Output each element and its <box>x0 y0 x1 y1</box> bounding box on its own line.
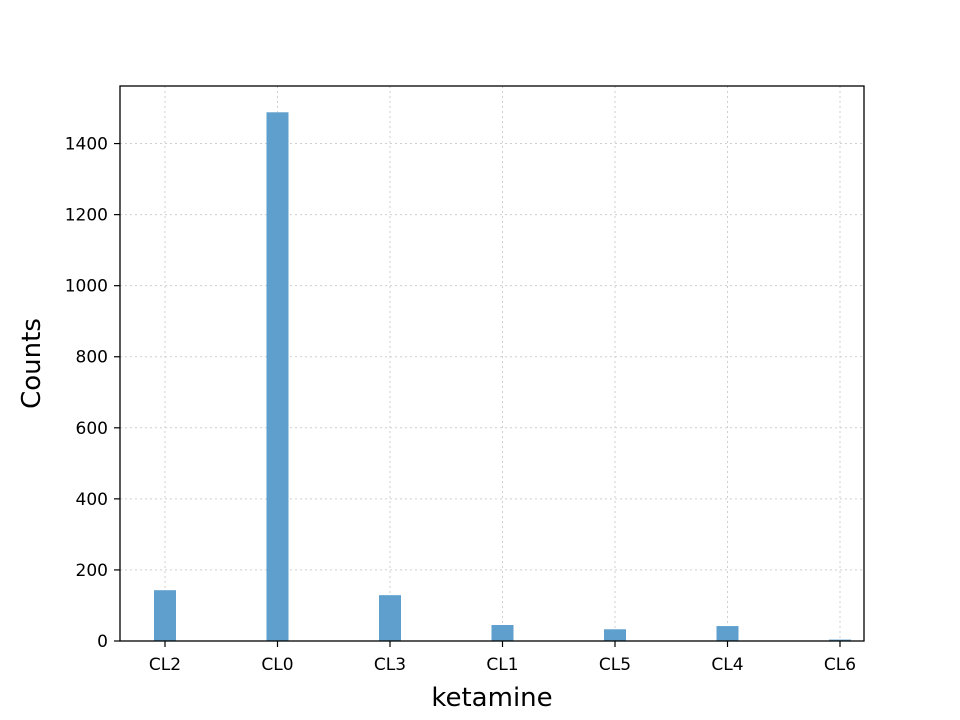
x-tick-label: CL5 <box>599 655 631 675</box>
x-tick-label: CL2 <box>149 655 181 675</box>
bar-cl2 <box>154 590 176 641</box>
y-tick-label: 1200 <box>65 206 108 226</box>
plot-frame <box>119 85 865 642</box>
y-tick-label: 1400 <box>65 135 108 155</box>
x-tick-label: CL1 <box>486 655 518 675</box>
bar-cl3 <box>379 595 401 641</box>
y-tick-label: 800 <box>76 348 108 368</box>
x-axis: CL2 CL0 CL3 CL1 CL5 CL4 CL6 <box>149 641 856 675</box>
x-tick-label: CL3 <box>374 655 406 675</box>
x-tick-label: CL6 <box>824 655 856 675</box>
bar-cl0 <box>266 112 289 641</box>
bar-cl5 <box>604 629 626 641</box>
grid-layer <box>120 86 864 642</box>
y-tick-label: 400 <box>76 490 108 510</box>
y-axis: 0 200 400 600 800 1000 1200 1400 <box>65 135 120 652</box>
y-tick-label: 600 <box>76 419 108 439</box>
y-tick-label: 0 <box>97 632 108 652</box>
y-axis-title: Counts <box>17 318 47 409</box>
x-tick-label: CL4 <box>711 655 743 675</box>
bar-cl1 <box>491 625 514 641</box>
bar-cl6 <box>829 639 851 641</box>
y-tick-label: 1000 <box>65 277 108 297</box>
bars-layer <box>154 112 851 641</box>
x-axis-title: ketamine <box>431 683 552 713</box>
bar-cl4 <box>716 626 739 641</box>
x-tick-label: CL0 <box>261 655 293 675</box>
y-tick-label: 200 <box>76 561 108 581</box>
